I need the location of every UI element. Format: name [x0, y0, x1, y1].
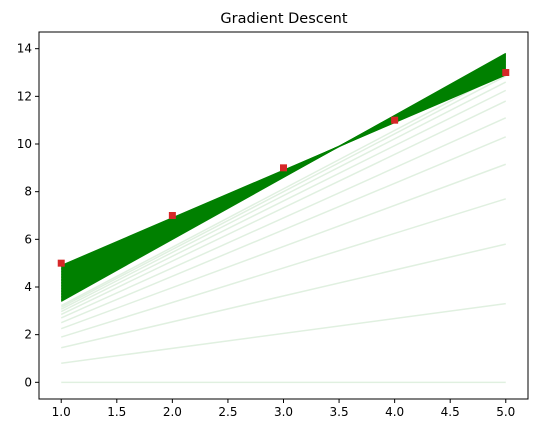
data-point-4: [502, 69, 510, 77]
fit-line-7: [60, 100, 507, 316]
x-tick-label-6: 4.0: [385, 405, 404, 419]
data-points: [57, 69, 510, 267]
fit-line-4: [60, 163, 507, 330]
fit-line-3: [61, 198, 506, 338]
data-point-2: [280, 164, 287, 172]
y-tick-label-4: 8: [24, 185, 32, 199]
data-point-3: [391, 116, 399, 124]
converging-fit-band: [60, 52, 507, 302]
y-axis: 0 2 4 6 8 10 12 14: [17, 42, 39, 389]
chart-title: Gradient Descent: [220, 11, 347, 27]
fit-line-8: [60, 89, 507, 313]
data-point-1: [168, 212, 176, 219]
x-axis: 1.0 1.5 2.0 2.5 3.0 3.5 4.0 4.5 5.0: [52, 399, 515, 419]
y-tick-label-7: 14: [17, 42, 32, 56]
fit-line-1: [61, 302, 506, 364]
fit-line-5: [60, 136, 507, 324]
fit-line-2: [61, 243, 506, 349]
fit-line-6: [60, 117, 507, 319]
x-tick-label-5: 3.5: [330, 405, 349, 419]
y-tick-label-3: 6: [24, 232, 32, 246]
fit-line-10: [60, 75, 507, 308]
data-point-0: [57, 259, 65, 267]
x-tick-label-1: 1.5: [107, 405, 126, 419]
x-tick-label-2: 2.0: [163, 405, 182, 419]
y-tick-label-0: 0: [24, 375, 32, 389]
x-tick-label-0: 1.0: [52, 405, 71, 419]
x-tick-label-4: 3.0: [274, 405, 293, 419]
fit-line-11: [60, 71, 507, 307]
x-tick-label-8: 5.0: [496, 405, 515, 419]
x-tick-label-3: 2.5: [218, 405, 237, 419]
x-tick-label-7: 4.5: [441, 405, 460, 419]
y-tick-label-2: 4: [24, 280, 32, 294]
y-tick-label-6: 12: [17, 89, 32, 103]
y-tick-label-1: 2: [24, 328, 32, 342]
fit-line-9: [60, 81, 507, 310]
y-tick-label-5: 10: [17, 137, 32, 151]
early-fit-lines: [60, 71, 507, 384]
